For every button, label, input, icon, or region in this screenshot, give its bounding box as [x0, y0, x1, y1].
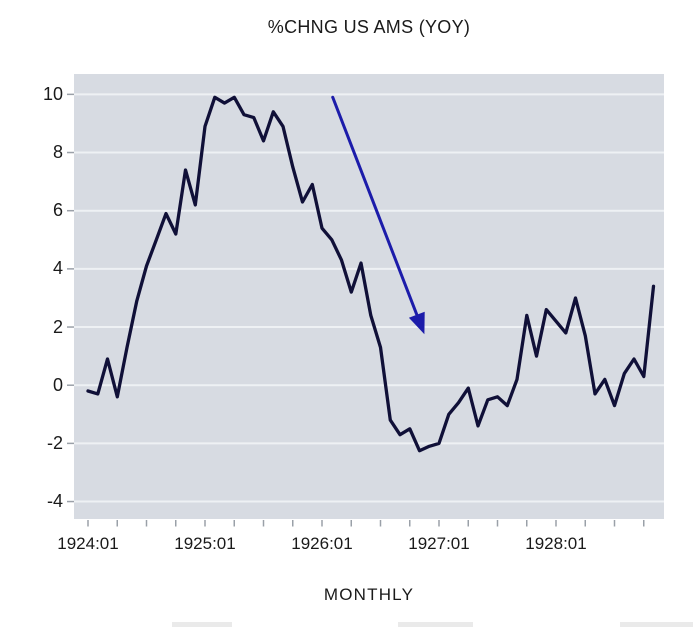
- y-tick-label: 10: [42, 83, 63, 104]
- y-tick-label: 8: [52, 142, 63, 163]
- x-tick-label: 1925:01: [174, 534, 236, 553]
- y-tick-label: 6: [52, 200, 63, 221]
- y-tick-label: 0: [52, 374, 63, 395]
- bottom-edge-artifact: [398, 622, 473, 627]
- y-tick-label: 4: [52, 258, 63, 279]
- bottom-edge-artifact: [172, 622, 232, 627]
- y-tick-label: -2: [46, 432, 63, 453]
- annotation-arrow-head: [408, 311, 425, 335]
- plot-area: [74, 74, 664, 519]
- y-tick-label: 2: [52, 316, 63, 337]
- x-axis-title: MONTHLY: [323, 585, 415, 604]
- x-tick-label: 1926:01: [291, 534, 353, 553]
- annotation-arrow-shaft: [331, 95, 419, 317]
- x-tick-label: 1927:01: [408, 534, 470, 553]
- chart-title: %CHNG US AMS (YOY): [267, 17, 471, 37]
- x-tick-label: 1928:01: [525, 534, 587, 553]
- bottom-edge-artifact: [620, 622, 693, 627]
- data-line: [86, 95, 656, 453]
- x-tick-label: 1924:01: [57, 534, 119, 553]
- y-tick-label: -4: [46, 491, 63, 512]
